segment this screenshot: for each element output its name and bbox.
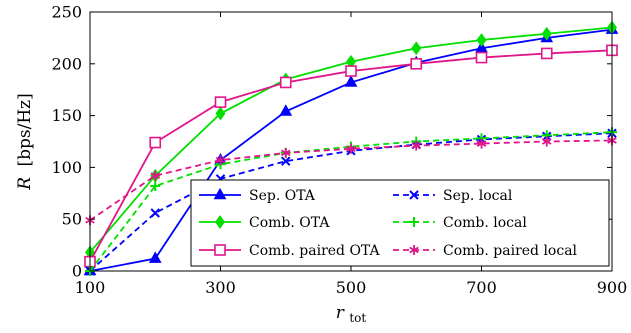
data-point (475, 41, 488, 53)
legend-entry-comb-paired-local: Comb. paired local (393, 243, 578, 259)
x-tick-label: 500 (336, 278, 367, 297)
legend-entry-comb-paired-ota: Comb. paired OTA (199, 243, 381, 259)
legend-entry-sep-local: Sep. local (393, 188, 513, 204)
data-point (149, 136, 162, 149)
legend-entry-sep-ota: Sep. OTA (199, 187, 316, 204)
legend-label: Comb. paired OTA (249, 243, 381, 259)
legend-box (190, 179, 610, 267)
legend-label: Sep. OTA (249, 188, 316, 204)
x-axis-subscript: tot (349, 311, 366, 325)
tick-layer: 100 300 500 700 900 0 50 100 150 200 250 (51, 3, 627, 298)
data-point (410, 57, 423, 70)
legend-marker (214, 244, 226, 256)
legend-entry-comb-local: Comb. local (393, 215, 527, 231)
data-point (476, 138, 487, 149)
legend-label: Sep. local (443, 188, 513, 204)
y-tick-label: 0 (72, 262, 82, 281)
legend-entry-comb-ota: Comb. OTA (199, 215, 330, 231)
data-point (215, 106, 226, 121)
data-point (346, 143, 356, 154)
legend-marker (409, 217, 419, 227)
data-point (150, 170, 161, 181)
legend-label: Comb. local (443, 215, 527, 231)
y-tick-label: 100 (51, 158, 82, 177)
data-point (214, 96, 227, 108)
y-axis-label: R [bps/Hz] (15, 93, 35, 190)
data-point (475, 51, 488, 64)
y-axis-symbol: R (15, 177, 35, 191)
legend-label: Comb. paired local (443, 243, 578, 259)
legend-label: Comb. OTA (249, 215, 330, 231)
y-tick-label: 200 (51, 54, 82, 73)
data-point (344, 75, 358, 87)
legend-marker (213, 187, 227, 200)
legend-marker (409, 245, 419, 255)
y-tick-label: 150 (51, 106, 82, 125)
legend-marker (215, 215, 225, 229)
y-axis-unit: [bps/Hz] (15, 93, 35, 166)
data-point (345, 65, 357, 77)
data-point (540, 47, 553, 60)
x-tick-label: 900 (597, 278, 628, 297)
x-tick-label: 700 (466, 278, 497, 297)
series-line (89, 139, 613, 221)
data-point (541, 136, 552, 147)
data-point (148, 251, 162, 263)
legend: Sep. OTA Sep. local Comb. OTA Comb. local Co… (190, 179, 610, 267)
series-line (89, 131, 613, 272)
legend-marker (409, 190, 419, 200)
data-point (411, 140, 422, 151)
data-point (215, 155, 226, 166)
x-tick-label: 300 (205, 278, 236, 297)
data-point (280, 147, 291, 158)
data-point (411, 41, 422, 56)
x-axis-symbol: r (336, 303, 345, 323)
data-point (150, 208, 160, 218)
data-point (279, 76, 292, 89)
data-point (541, 26, 552, 41)
data-point (150, 181, 161, 192)
data-point (476, 33, 487, 47)
x-axis-label: r tot (336, 303, 367, 325)
y-tick-label: 250 (51, 3, 82, 22)
y-tick-label: 50 (62, 210, 82, 229)
data-point (281, 156, 291, 166)
x-tick-label: 100 (75, 278, 106, 297)
data-point (279, 104, 293, 116)
series-layer (83, 20, 619, 276)
